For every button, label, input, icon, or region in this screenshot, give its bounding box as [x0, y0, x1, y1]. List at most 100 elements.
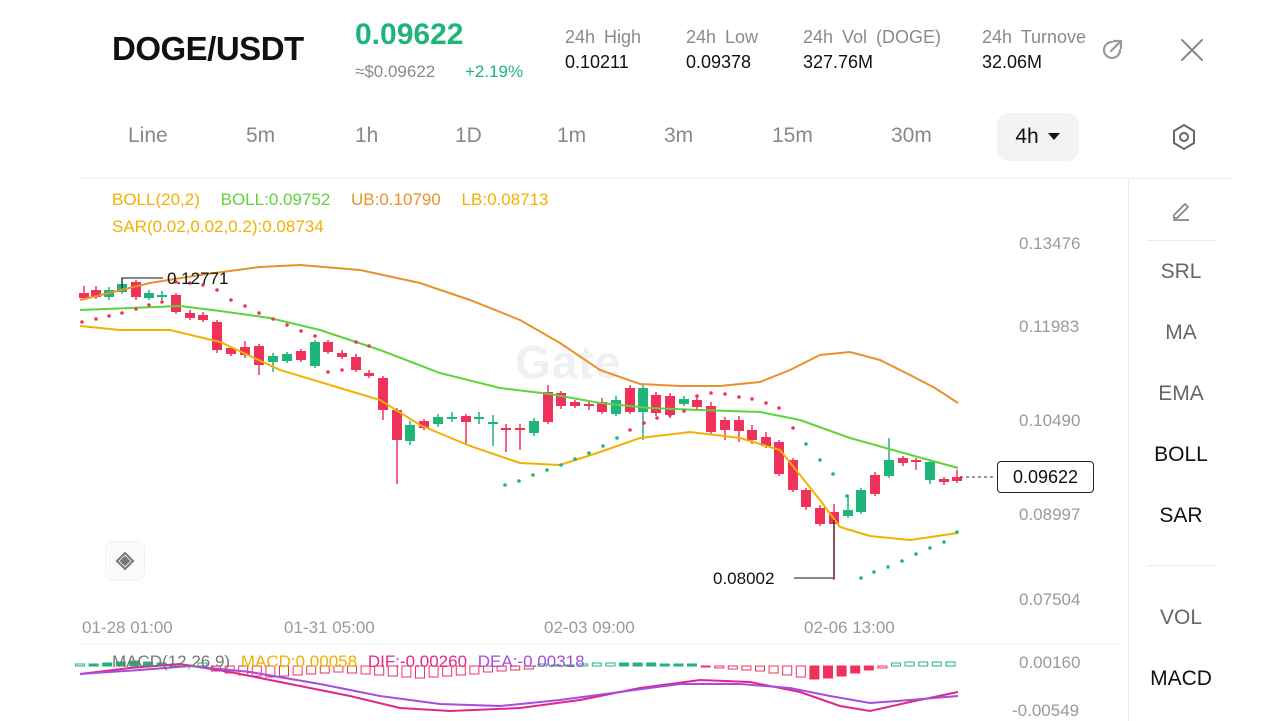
candle-body: [651, 395, 661, 413]
sar-dot: [517, 479, 521, 483]
macd-bar: [510, 665, 521, 671]
tab-line[interactable]: Line: [128, 124, 168, 147]
macd-value: MACD:0.00058: [240, 652, 358, 671]
macd-bar: [591, 662, 602, 667]
sar-dot: [147, 303, 151, 307]
macd-dif-line: [79, 662, 959, 713]
macd-bar: [863, 665, 874, 671]
caret-down-icon: [1047, 133, 1060, 140]
candle-body: [529, 421, 539, 433]
macd-bar: [823, 665, 833, 679]
candle-body: [515, 428, 525, 430]
sar-dot: [188, 281, 192, 285]
sar-dot: [642, 421, 646, 425]
sar-dot: [615, 436, 619, 440]
candle-body: [801, 490, 811, 507]
candle-body: [761, 437, 771, 446]
sar-dot: [682, 409, 686, 413]
sar-dot: [928, 546, 932, 550]
tab-4h-active[interactable]: 4h: [997, 113, 1079, 161]
indicator-sar[interactable]: SAR: [1159, 504, 1203, 527]
candle-body: [543, 392, 553, 422]
sar-dot: [120, 311, 124, 315]
indicator-ma[interactable]: MA: [1165, 321, 1197, 344]
tab-1h[interactable]: 1h: [355, 124, 379, 147]
macd-bar: [836, 665, 847, 677]
indicator-vol[interactable]: VOL: [1159, 606, 1203, 629]
macd-bar: [605, 662, 616, 667]
boll-middle-band-line: [79, 304, 959, 469]
sar-dot: [299, 329, 303, 333]
sar-dot: [587, 451, 591, 455]
macd-bar: [347, 665, 357, 674]
indicator-panel: SRL MA EMA BOLL SAR VOL MACD: [1128, 178, 1233, 721]
candle-body: [556, 393, 566, 406]
sar-legend: SAR(0.02,0.02,0.2):0.08734: [112, 217, 324, 236]
candle-body: [254, 346, 264, 365]
x-axis-label: 01-31 05:00: [284, 618, 375, 637]
macd-bar: [877, 665, 888, 669]
macd-bar: [360, 665, 371, 675]
macd-bar: [768, 665, 779, 674]
candle-body: [198, 315, 208, 320]
macd-bar: [782, 665, 793, 676]
macd-bar: [129, 660, 140, 667]
macd-bar: [918, 661, 929, 667]
indicator-macd[interactable]: MACD: [1150, 667, 1212, 690]
sar-dot: [80, 320, 84, 324]
tab-30m[interactable]: 30m: [891, 124, 932, 147]
sar-dot: [777, 406, 781, 410]
macd-bar: [415, 665, 425, 679]
close-icon[interactable]: [1176, 34, 1208, 66]
candle-body: [351, 357, 361, 370]
share-icon[interactable]: [1096, 34, 1128, 66]
tab-1m[interactable]: 1m: [557, 124, 587, 147]
macd-bar: [659, 663, 670, 667]
candle-body: [144, 293, 154, 298]
tab-5m[interactable]: 5m: [246, 124, 276, 147]
sar-dot: [859, 576, 863, 580]
candle-body: [584, 404, 594, 406]
sar-dot: [503, 483, 507, 487]
indicator-srl[interactable]: SRL: [1160, 260, 1202, 283]
boll-ub-value: UB:0.10790: [351, 190, 441, 209]
tab-15m[interactable]: 15m: [772, 124, 813, 147]
candle-body: [911, 460, 921, 462]
candle-body: [597, 402, 607, 412]
sar-dot: [531, 473, 535, 477]
settings-hexagon-icon[interactable]: [1167, 120, 1201, 154]
dea-value: DEA:-0.00318: [477, 652, 585, 671]
indicator-ema[interactable]: EMA: [1158, 382, 1204, 405]
sar-dot: [709, 391, 713, 395]
sar-dot: [174, 280, 178, 284]
stat-turnover-label: 24h Turnover: [982, 27, 1086, 47]
indicator-boll[interactable]: BOLL: [1154, 443, 1208, 466]
stat-volume-label: 24h Vol (DOGE): [803, 27, 942, 47]
tab-3m[interactable]: 3m: [664, 124, 694, 147]
sar-dot: [695, 394, 699, 398]
macd-bar: [496, 665, 507, 672]
macd-bar: [251, 665, 262, 677]
macd-bar: [564, 664, 575, 667]
candlestick-chart[interactable]: [0, 0, 1128, 720]
pencil-icon[interactable]: [1129, 195, 1233, 225]
macd-bar: [850, 665, 861, 674]
candle-body: [419, 421, 429, 428]
stat-low-label: 24h Low: [686, 27, 759, 47]
tab-1d[interactable]: 1D: [455, 124, 482, 147]
sar-dot: [872, 570, 876, 574]
candle-body: [212, 322, 222, 350]
candle-body: [747, 430, 757, 440]
sar-dot: [285, 323, 289, 327]
candle-body: [679, 399, 689, 404]
candle-body: [720, 420, 730, 430]
candle-body: [461, 416, 471, 422]
macd-bar: [578, 663, 589, 667]
stat-turnover-value: 32.06M: [982, 52, 1043, 72]
sar-dot: [942, 540, 946, 544]
y-axis-label: 0.13476: [1019, 234, 1081, 253]
sar-dot: [201, 283, 205, 287]
y-axis-label: 0.11983: [1019, 317, 1080, 336]
chart-tool-icon[interactable]: [105, 541, 145, 581]
candle-body: [488, 422, 498, 424]
